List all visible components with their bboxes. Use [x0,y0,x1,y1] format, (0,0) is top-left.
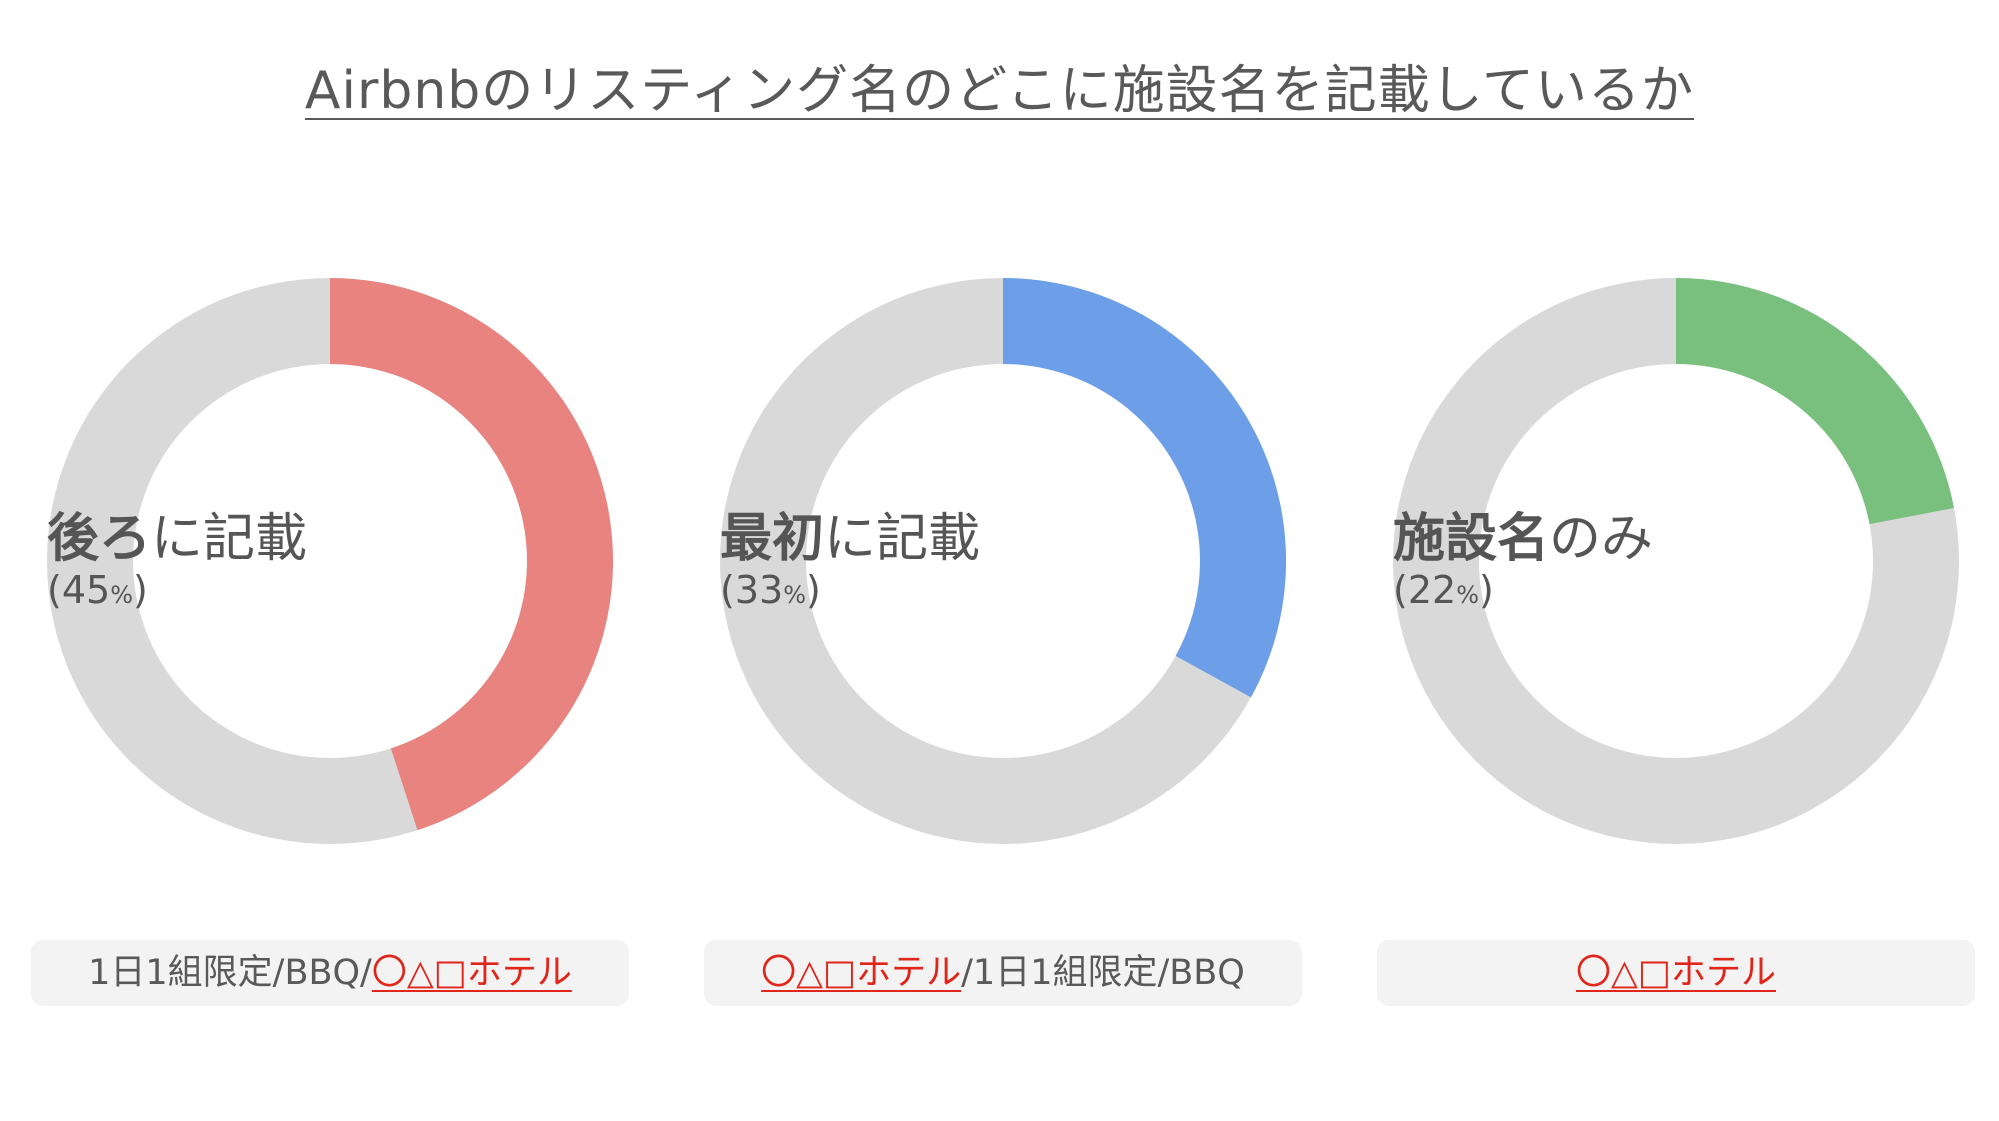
pct-value: 33 [734,568,784,612]
pct-close: ) [133,568,148,612]
center-label-bold: 後ろ [47,509,152,569]
chart-title: Airbnbのリスティング名のどこに施設名を記載しているか [304,61,1695,121]
donut-chart-first: 最初に記載 (33%) [720,278,1286,844]
center-label-bold: 施設名 [1393,509,1550,569]
donut-chart-back: 後ろに記載 (45%) [47,278,613,844]
center-percent: (33%) [720,568,1286,612]
donut-value-segment [330,278,613,831]
example-hotel-name: 〇△□ホテル [761,953,962,993]
center-label: 施設名のみ [1393,496,1959,571]
pct-close: ) [1479,568,1494,612]
donut-value-segment [1003,278,1286,698]
pct-sym: % [110,581,133,609]
pct-open: ( [1393,568,1408,612]
pct-open: ( [47,568,62,612]
pct-sym: % [783,581,806,609]
center-percent: (22%) [1393,568,1959,612]
donut-svg [47,278,613,844]
center-percent: (45%) [47,568,613,612]
donut-value-segment [1676,278,1954,525]
pct-value: 22 [1407,568,1457,612]
pct-open: ( [720,568,735,612]
center-label-rest: に記載 [824,509,981,569]
donut-svg [720,278,1286,844]
center-label: 最初に記載 [720,496,1286,571]
pct-close: ) [806,568,821,612]
example-prefix: 1日1組限定/BBQ/ [88,953,372,993]
center-label-bold: 最初 [720,509,825,569]
center-label: 後ろに記載 [47,496,613,571]
example-listing-first: 〇△□ホテル/1日1組限定/BBQ [704,940,1302,1006]
pct-value: 45 [61,568,111,612]
center-label-rest: のみ [1549,509,1654,569]
donut-svg [1393,278,1959,844]
example-suffix: /1日1組限定/BBQ [961,953,1245,993]
center-label-rest: に記載 [151,509,308,569]
example-hotel-name: 〇△□ホテル [1576,953,1776,993]
donut-chart-only: 施設名のみ (22%) [1393,278,1959,844]
pct-sym: % [1456,581,1479,609]
example-hotel-name: 〇△□ホテル [371,953,572,993]
example-listing-only: 〇△□ホテル [1377,940,1975,1006]
chart-title-container: Airbnbのリスティング名のどこに施設名を記載しているか [0,48,1999,123]
example-listing-back: 1日1組限定/BBQ/〇△□ホテル [31,940,629,1006]
